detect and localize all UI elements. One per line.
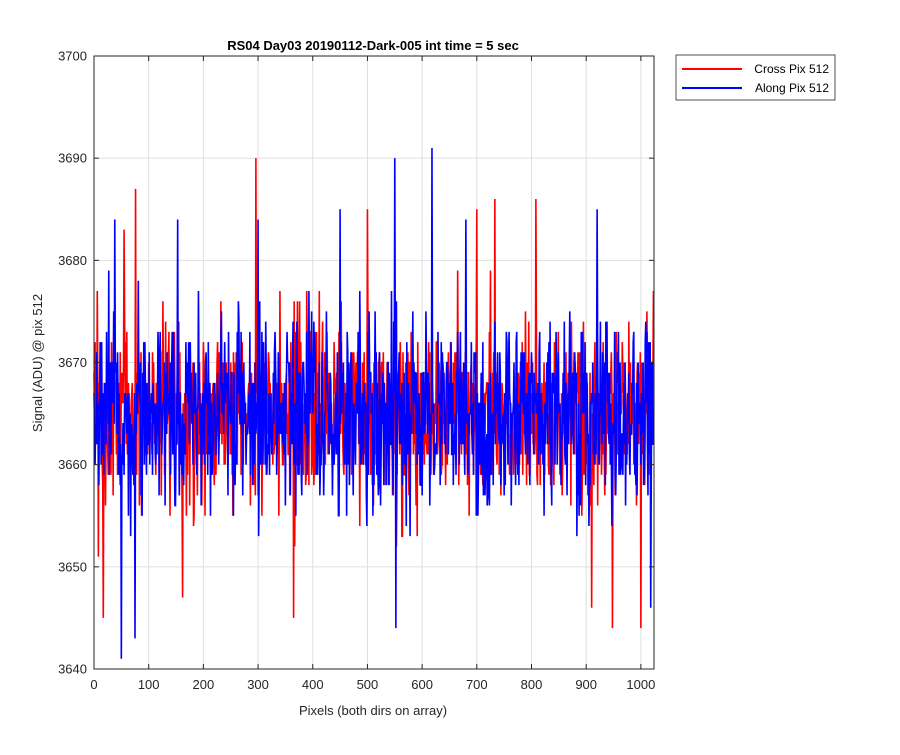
x-tick-label: 400 [302, 677, 324, 692]
x-tick-label: 900 [575, 677, 597, 692]
legend-label: Along Pix 512 [755, 81, 829, 95]
x-tick-label: 700 [466, 677, 488, 692]
x-tick-label: 0 [90, 677, 97, 692]
x-tick-label: 800 [521, 677, 543, 692]
x-tick-label: 300 [247, 677, 269, 692]
y-tick-label: 3680 [58, 253, 87, 268]
y-tick-label: 3690 [58, 151, 87, 166]
y-axis-label: Signal (ADU) @ pix 512 [30, 294, 45, 432]
legend-box [675, 54, 836, 101]
ticks: 0 100 200 300 400 500 600 700 800 900 1000 3640 3650… [58, 49, 655, 693]
y-tick-label: 3640 [58, 662, 87, 677]
x-tick-label: 100 [138, 677, 160, 692]
y-tick-label: 3660 [58, 457, 87, 472]
y-tick-label: 3670 [58, 355, 87, 370]
y-tick-label: 3700 [58, 49, 87, 64]
x-tick-label: 1000 [626, 677, 655, 692]
x-tick-label: 200 [193, 677, 215, 692]
series-layer [93, 147, 655, 659]
legend-label: Cross Pix 512 [754, 62, 829, 76]
series-line-along-pix-512 [93, 147, 654, 659]
chart-title: RS04 Day03 20190112-Dark-005 int time = … [227, 38, 519, 53]
y-tick-label: 3650 [58, 559, 87, 574]
x-tick-label: 600 [411, 677, 433, 692]
x-axis-label: Pixels (both dirs on array) [299, 703, 447, 718]
x-tick-label: 500 [357, 677, 379, 692]
legend: Cross Pix 512 Along Pix 512 [675, 54, 836, 101]
